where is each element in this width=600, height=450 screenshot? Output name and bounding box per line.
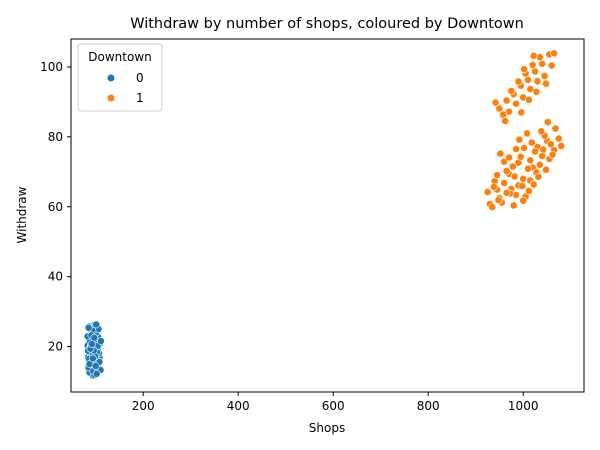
data-point-series-1-39 [493, 171, 501, 179]
data-point-series-1-37 [512, 145, 520, 153]
data-point-series-1-7 [524, 164, 532, 173]
x-tick-label-1000: 1000 [508, 399, 539, 413]
data-point-series-1-40 [483, 188, 492, 196]
data-point-series-1-75 [507, 87, 516, 95]
y-tick-label-80: 80 [48, 130, 63, 144]
data-point-series-1-72 [533, 77, 542, 86]
x-tick-label-400: 400 [227, 399, 250, 413]
data-point-series-1-57 [489, 182, 498, 191]
data-point-series-1-66 [538, 59, 547, 68]
y-axis-label: Withdraw [15, 186, 29, 243]
data-point-series-1-33 [518, 182, 527, 190]
data-point-series-1-49 [515, 135, 524, 144]
data-point-series-1-31 [494, 196, 503, 204]
data-point-series-1-87 [501, 117, 510, 125]
data-point-series-1-45 [548, 150, 557, 159]
y-axis: 20 40 60 80 100 [40, 60, 71, 354]
data-point-series-1-20 [509, 201, 518, 210]
data-point-series-1-83 [542, 79, 550, 88]
x-axis: 200 400 600 800 1000 [132, 392, 539, 413]
legend-marker-0 [107, 74, 115, 82]
data-point-series-1-80 [499, 110, 508, 119]
data-point-series-1-54 [520, 144, 528, 152]
data-point-series-0-70 [97, 337, 105, 345]
y-tick-label-40: 40 [48, 270, 63, 284]
data-point-series-1-78 [528, 61, 537, 69]
data-point-series-1-60 [495, 104, 504, 113]
data-point-series-1-84 [517, 108, 526, 117]
data-point-series-1-44 [542, 165, 550, 174]
data-point-series-1-4 [538, 152, 547, 160]
x-tick-label-200: 200 [132, 399, 155, 413]
data-point-series-1-41 [505, 153, 513, 162]
data-point-series-0-73 [92, 369, 101, 378]
data-point-series-1-76 [514, 77, 523, 86]
legend-title: Downtown [88, 50, 151, 64]
x-tick-label-600: 600 [322, 399, 345, 413]
legend-label-1: 1 [136, 91, 144, 105]
data-point-series-1-88 [529, 51, 538, 60]
data-point-series-1-55 [502, 188, 511, 197]
data-point-series-0-74 [88, 340, 96, 348]
data-point-series-1-89 [520, 65, 528, 73]
data-point-series-1-65 [531, 67, 539, 76]
legend-marker-1 [107, 94, 115, 102]
data-point-series-1-48 [551, 124, 560, 133]
data-point-series-1-51 [539, 145, 548, 154]
data-point-series-0-69 [88, 354, 97, 363]
data-point-series-1-53 [496, 149, 505, 158]
y-tick-label-100: 100 [40, 60, 63, 74]
data-point-series-1-14 [554, 134, 563, 143]
data-point-series-0-55 [92, 320, 101, 329]
data-point-series-1-43 [529, 180, 538, 189]
legend: Downtown 0 1 [77, 43, 163, 112]
data-point-series-1-2 [519, 174, 528, 183]
data-point-series-1-34 [527, 138, 536, 147]
data-point-series-1-50 [534, 172, 543, 181]
chart-title: Withdraw by number of shops, coloured by… [130, 16, 524, 32]
data-point-series-1-30 [488, 203, 497, 211]
data-point-series-1-27 [525, 187, 533, 195]
data-point-series-1-86 [550, 49, 558, 58]
y-tick-label-60: 60 [48, 200, 63, 214]
data-point-series-0-68 [91, 362, 100, 370]
plot-frame [70, 38, 585, 393]
data-point-series-1-61 [502, 96, 511, 105]
data-point-series-1-81 [525, 95, 533, 104]
points-layer [83, 49, 566, 380]
data-point-series-1-85 [491, 98, 500, 107]
data-point-series-1-59 [546, 140, 555, 149]
data-point-series-1-52 [508, 162, 517, 171]
data-point-series-1-69 [512, 99, 520, 108]
legend-label-0: 0 [136, 71, 144, 85]
data-point-series-1-35 [537, 127, 546, 136]
x-axis-label: Shops [309, 421, 345, 435]
data-point-series-1-18 [531, 147, 539, 156]
data-point-series-1-22 [535, 160, 544, 169]
data-point-series-1-74 [547, 61, 556, 70]
data-point-series-0-67 [84, 323, 93, 332]
legend-box [77, 43, 163, 112]
data-point-series-1-46 [557, 141, 566, 150]
x-tick-label-800: 800 [417, 399, 440, 413]
data-point-series-1-16 [516, 152, 525, 161]
data-point-series-1-42 [519, 196, 528, 205]
data-point-series-1-25 [502, 167, 511, 175]
data-point-series-1-73 [540, 72, 549, 80]
data-point-series-1-58 [510, 172, 519, 181]
y-tick-label-20: 20 [48, 340, 63, 354]
data-point-series-1-47 [544, 118, 552, 127]
data-point-series-1-56 [526, 156, 535, 165]
data-point-series-1-82 [532, 87, 541, 96]
data-point-series-1-36 [523, 129, 531, 138]
data-point-series-1-5 [500, 179, 509, 187]
